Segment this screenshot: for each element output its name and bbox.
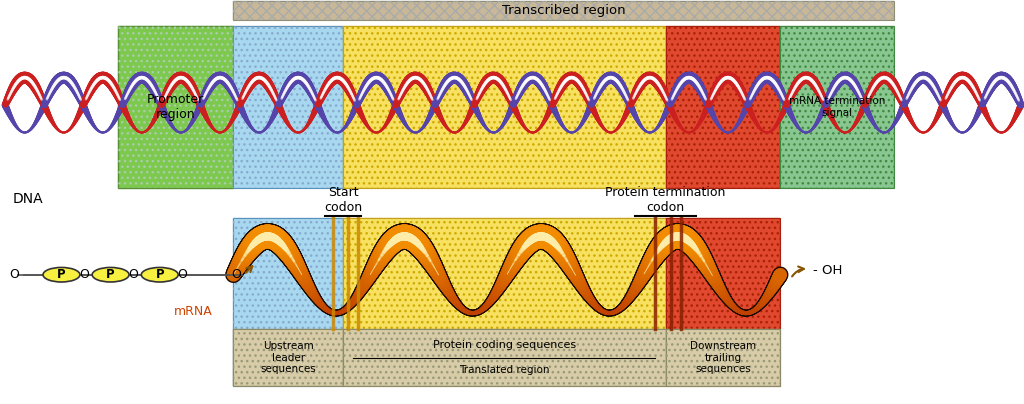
Text: Protein coding sequences: Protein coding sequences [433,340,575,350]
Bar [0,0,1024,202]
Bar [666,26,780,188]
Text: P: P [106,268,115,281]
Bar [118,26,233,188]
Bar [343,329,666,386]
Text: P: P [57,268,66,281]
Text: - OH: - OH [813,264,843,277]
Bar [233,26,343,188]
Circle shape [43,267,80,282]
Bar [343,26,666,188]
Text: mRNA termination
signal: mRNA termination signal [788,96,886,118]
Text: Translated region: Translated region [459,365,550,375]
Text: O: O [177,268,187,281]
Bar [780,26,894,188]
Text: Transcribed region: Transcribed region [502,4,626,17]
Text: Promoter
region: Promoter region [147,93,204,121]
Text: Protein termination
codon: Protein termination codon [605,186,726,214]
Text: O: O [128,268,138,281]
Bar [233,218,343,386]
Text: mRNA: mRNA [174,305,213,318]
Bar [343,26,666,188]
Text: Start
codon: Start codon [324,186,362,214]
Circle shape [141,267,178,282]
Text: Downstream
trailing
sequences: Downstream trailing sequences [690,341,756,374]
Bar [666,329,780,386]
Bar [233,218,343,386]
Bar [666,26,780,188]
Bar [233,329,343,386]
Bar [233,1,894,20]
Text: O: O [79,268,89,281]
Bar [233,1,894,20]
Text: DNA: DNA [12,192,43,206]
Bar [233,329,343,386]
Bar [343,218,666,386]
Text: O: O [231,268,242,281]
Bar [780,26,894,188]
Bar [666,218,780,386]
Bar [343,218,666,386]
Bar [118,26,233,188]
Bar [666,329,780,386]
Circle shape [92,267,129,282]
Text: O: O [9,268,19,281]
Text: P: P [156,268,164,281]
Text: Upstream
leader
sequences: Upstream leader sequences [260,341,316,374]
Bar [666,218,780,386]
Bar [343,329,666,386]
Bar [233,26,343,188]
Bar [0,202,1024,404]
